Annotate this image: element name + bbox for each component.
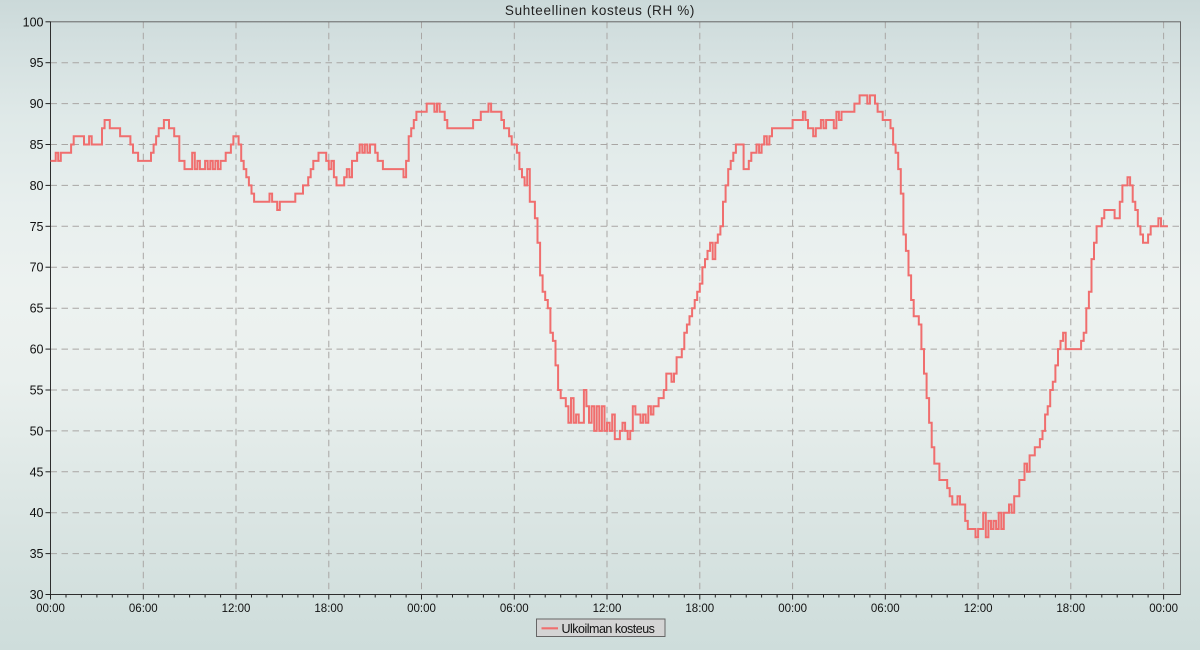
svg-text:12:00: 12:00: [222, 603, 251, 615]
svg-text:18:00: 18:00: [1056, 603, 1085, 615]
svg-text:65: 65: [30, 302, 44, 316]
svg-text:60: 60: [30, 343, 44, 357]
svg-text:06:00: 06:00: [129, 603, 158, 615]
svg-text:90: 90: [30, 97, 44, 111]
svg-text:100: 100: [23, 15, 44, 29]
svg-text:06:00: 06:00: [871, 603, 900, 615]
svg-text:55: 55: [30, 384, 44, 398]
svg-text:85: 85: [30, 138, 44, 152]
svg-text:50: 50: [30, 424, 44, 438]
svg-text:18:00: 18:00: [685, 603, 714, 615]
svg-text:12:00: 12:00: [964, 603, 993, 615]
svg-text:75: 75: [30, 220, 44, 234]
svg-text:45: 45: [30, 465, 44, 479]
svg-text:40: 40: [30, 506, 44, 520]
svg-text:95: 95: [30, 56, 44, 70]
svg-text:30: 30: [30, 588, 44, 602]
svg-text:00:00: 00:00: [778, 603, 807, 615]
svg-text:Ulkoilman kosteus: Ulkoilman kosteus: [562, 622, 655, 636]
svg-text:00:00: 00:00: [407, 603, 436, 615]
svg-text:18:00: 18:00: [314, 603, 343, 615]
svg-text:35: 35: [30, 547, 44, 561]
svg-text:12:00: 12:00: [593, 603, 622, 615]
svg-text:70: 70: [30, 261, 44, 275]
svg-text:06:00: 06:00: [500, 603, 529, 615]
svg-text:00:00: 00:00: [1149, 603, 1178, 615]
svg-text:80: 80: [30, 179, 44, 193]
svg-text:00:00: 00:00: [36, 603, 65, 615]
svg-text:Suhteellinen kosteus (RH %): Suhteellinen kosteus (RH %): [505, 3, 695, 18]
